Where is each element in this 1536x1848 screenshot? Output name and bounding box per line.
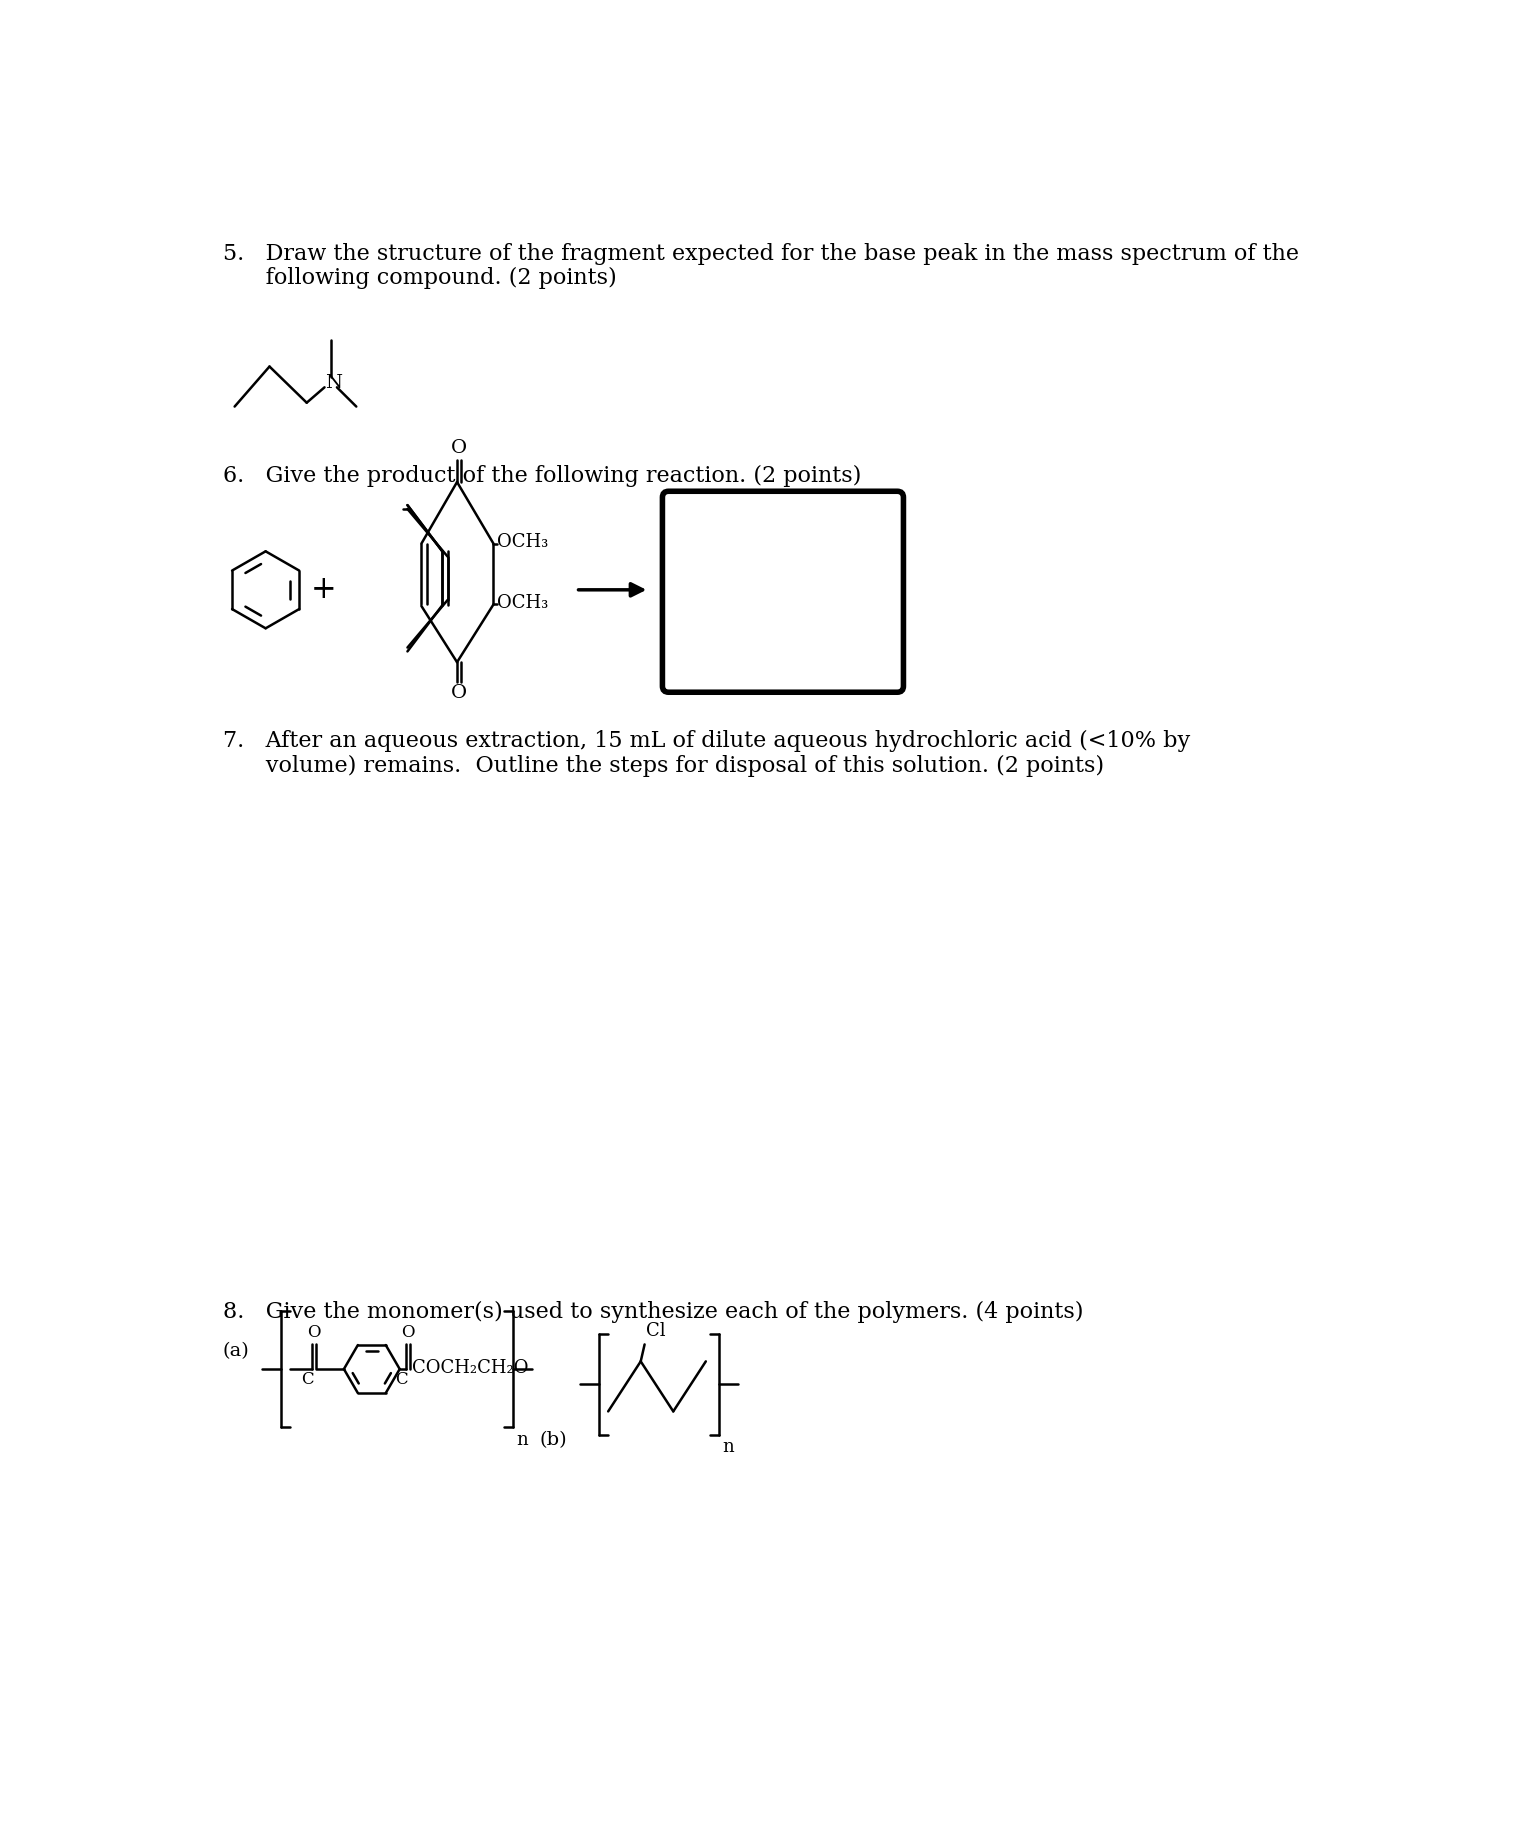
Text: 6.   Give the product of the following reaction. (2 points): 6. Give the product of the following rea… (223, 466, 862, 488)
Text: C: C (395, 1371, 407, 1388)
FancyBboxPatch shape (662, 492, 903, 693)
Text: COCH₂CH₂O: COCH₂CH₂O (412, 1358, 528, 1377)
Text: 7.   After an aqueous extraction, 15 mL of dilute aqueous hydrochloric acid (<10: 7. After an aqueous extraction, 15 mL of… (223, 730, 1190, 752)
Text: n: n (516, 1430, 528, 1449)
Text: O: O (401, 1325, 415, 1342)
Text: +: + (310, 575, 336, 606)
Text: 8.   Give the monomer(s) used to synthesize each of the polymers. (4 points): 8. Give the monomer(s) used to synthesiz… (223, 1301, 1083, 1323)
Text: volume) remains.  Outline the steps for disposal of this solution. (2 points): volume) remains. Outline the steps for d… (223, 754, 1104, 776)
Text: OCH₃: OCH₃ (498, 593, 548, 612)
Text: following compound. (2 points): following compound. (2 points) (223, 266, 617, 288)
Text: O: O (450, 684, 467, 702)
Text: n: n (722, 1438, 734, 1456)
Text: O: O (450, 440, 467, 458)
Text: 5.   Draw the structure of the fragment expected for the base peak in the mass s: 5. Draw the structure of the fragment ex… (223, 244, 1299, 266)
Text: OCH₃: OCH₃ (498, 532, 548, 551)
Text: N: N (326, 373, 343, 392)
Text: O: O (307, 1325, 321, 1342)
Text: C: C (301, 1371, 313, 1388)
Text: (a): (a) (223, 1342, 250, 1360)
Text: Cl: Cl (647, 1321, 665, 1340)
Text: (b): (b) (539, 1430, 567, 1449)
